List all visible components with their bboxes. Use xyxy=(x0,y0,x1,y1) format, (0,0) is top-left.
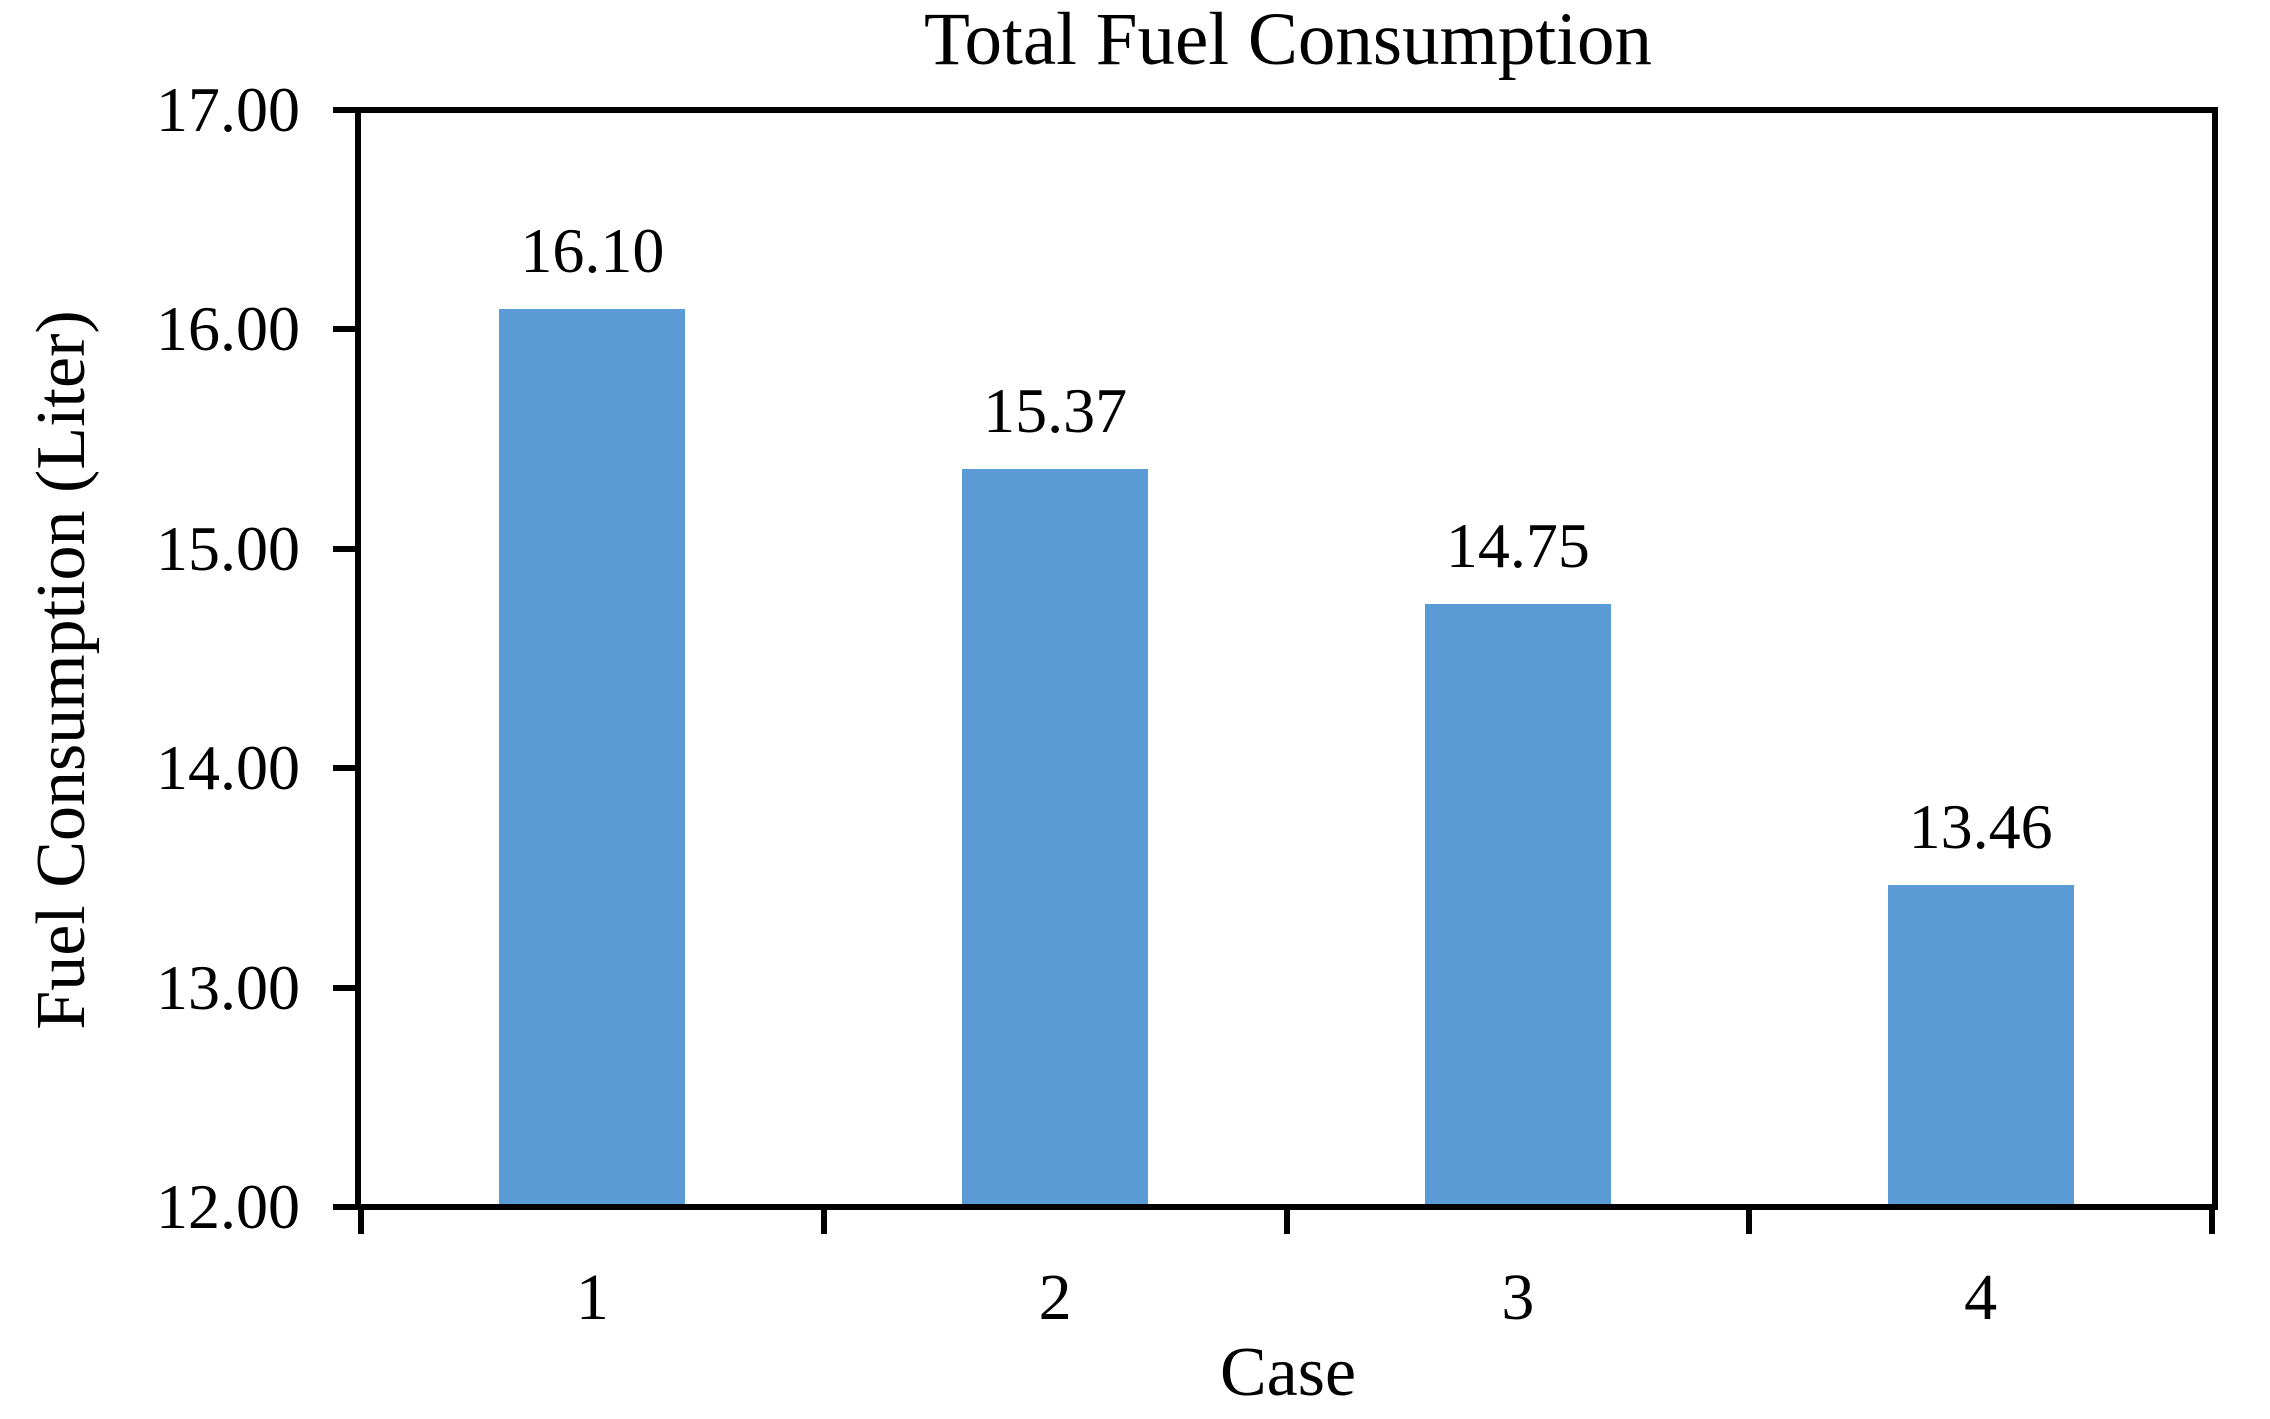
y-tick-label: 14.00 xyxy=(156,732,300,804)
bars-area: 16.10 15.37 14.75 13.46 xyxy=(361,113,2212,1204)
x-tick-label: 4 xyxy=(1964,1261,1998,1334)
x-tick-mark xyxy=(1746,1210,1753,1234)
x-tick-mark xyxy=(358,1210,364,1234)
bar-value-label: 16.10 xyxy=(520,215,665,287)
x-tick-mark xyxy=(1283,1210,1290,1234)
y-tick-mark xyxy=(333,765,355,772)
y-tick-label: 16.00 xyxy=(156,293,300,365)
y-axis-tick-labels: 17.00 16.00 15.00 14.00 13.00 12.00 xyxy=(0,78,300,1239)
y-tick-label: 17.00 xyxy=(156,74,300,145)
x-tick-mark xyxy=(2209,1210,2215,1234)
x-axis-title: Case xyxy=(1219,1334,1357,1411)
bar-slot-case-1: 16.10 xyxy=(499,113,686,1204)
x-axis-tick-marks xyxy=(358,1210,2215,1234)
bar-value-label: 14.75 xyxy=(1445,509,1590,581)
bar-slot-case-4: 13.46 xyxy=(1887,113,2074,1204)
x-tick-label: 3 xyxy=(1501,1261,1535,1334)
x-tick-mark xyxy=(820,1210,827,1234)
bar-case-1 xyxy=(499,309,686,1204)
y-tick-label: 15.00 xyxy=(156,512,300,584)
bar-case-3 xyxy=(1424,603,1611,1204)
bar-value-label: 15.37 xyxy=(983,374,1128,446)
y-tick-mark xyxy=(333,545,355,552)
chart-title: Total Fuel Consumption xyxy=(923,0,1653,81)
bar-value-label: 13.46 xyxy=(1908,791,2053,863)
y-tick-mark xyxy=(333,107,355,113)
y-tick-mark xyxy=(333,1204,355,1210)
bar-case-4 xyxy=(1887,885,2074,1204)
bar-slot-case-3: 14.75 xyxy=(1424,113,1611,1204)
y-axis-tick-marks xyxy=(333,107,355,1210)
y-tick-label: 12.00 xyxy=(156,1171,300,1242)
y-tick-mark xyxy=(333,984,355,991)
bar-case-2 xyxy=(962,468,1149,1204)
x-axis-tick-labels: 1 2 3 4 xyxy=(361,1261,2212,1342)
y-tick-mark xyxy=(333,326,355,333)
x-tick-label: 1 xyxy=(575,1261,609,1334)
bar-slot-case-2: 15.37 xyxy=(962,113,1149,1204)
x-tick-label: 2 xyxy=(1038,1261,1072,1334)
y-tick-label: 13.00 xyxy=(156,951,300,1023)
